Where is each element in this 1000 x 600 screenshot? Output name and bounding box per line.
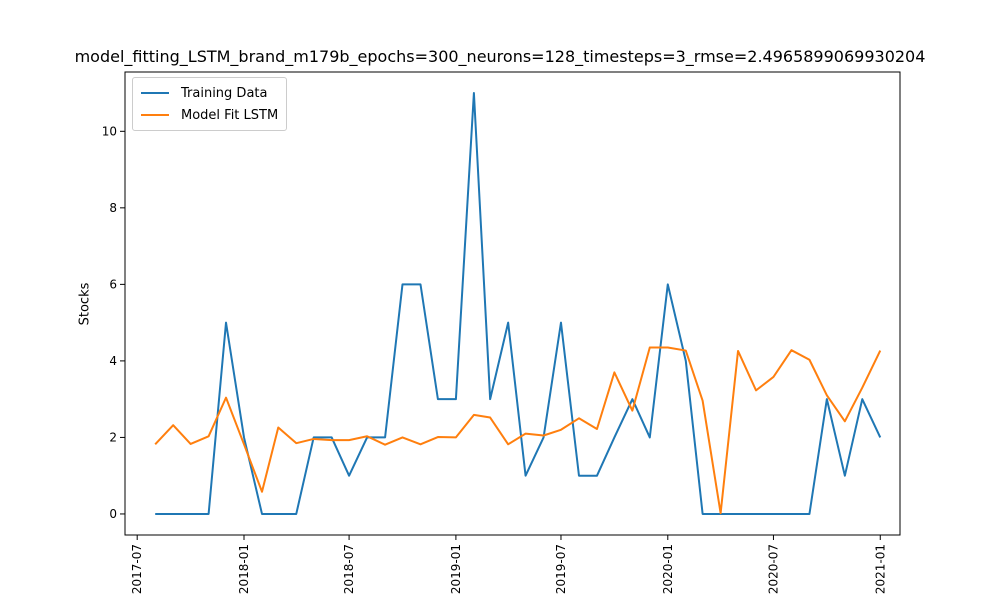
legend-swatch-model-fit [141, 114, 169, 116]
legend-item-training-data: Training Data [141, 82, 278, 104]
x-tick-label: 2021-01 [873, 544, 887, 594]
y-tick-label: 10 [102, 124, 117, 138]
y-tick-label: 8 [109, 201, 117, 215]
x-tick-label: 2020-01 [661, 544, 675, 594]
y-tick-label: 2 [109, 430, 117, 444]
chart-title: model_fitting_LSTM_brand_m179b_epochs=30… [74, 47, 926, 66]
legend-label-training-data: Training Data [181, 85, 268, 101]
legend-swatch-training-data [141, 92, 169, 94]
y-tick-label: 4 [109, 354, 117, 368]
legend-label-model-fit: Model Fit LSTM [181, 107, 279, 123]
x-tick-label: 2017-07 [130, 544, 144, 594]
legend: Training Data Model Fit LSTM [132, 77, 288, 131]
y-tick-label: 0 [109, 507, 117, 521]
y-tick-label: 6 [109, 277, 117, 291]
lines-layer [154, 92, 882, 515]
series-line-training-data [155, 92, 882, 515]
x-tick-label: 2019-01 [449, 544, 463, 594]
x-ticks: 2017-07 2018-01 2018-07 2019-01 2019-07 2020-… [130, 535, 887, 594]
axes-frame [124, 71, 901, 536]
x-tick-label: 2020-07 [766, 544, 780, 594]
x-tick-label: 2019-07 [554, 544, 568, 594]
x-tick-label: 2018-07 [342, 544, 356, 594]
legend-item-model-fit: Model Fit LSTM [141, 104, 278, 126]
y-ticks: 0 2 4 6 8 10 [102, 124, 125, 521]
series-line-model-fit [154, 346, 882, 515]
x-tick-label: 2018-01 [237, 544, 251, 594]
